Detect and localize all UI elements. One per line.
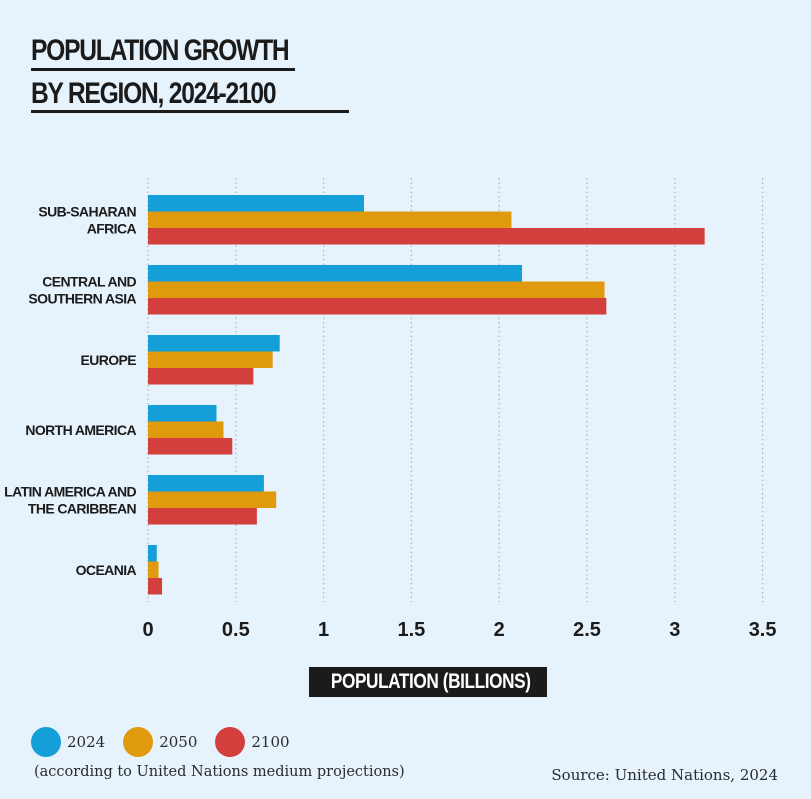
bar-2050 xyxy=(148,561,159,578)
x-tick-label: 1.5 xyxy=(397,619,425,641)
bar-2100 xyxy=(148,368,254,385)
bar-2024 xyxy=(148,545,157,562)
bar-2024 xyxy=(148,195,364,212)
bar-2100 xyxy=(148,228,705,245)
bar-2024 xyxy=(148,335,280,352)
bars xyxy=(148,195,705,595)
bar-2050 xyxy=(148,421,224,438)
legend-label-2024: 2024 xyxy=(67,733,106,751)
legend-item-2024: 2024 xyxy=(31,727,105,757)
bar-2050 xyxy=(148,491,277,508)
title-underline-2 xyxy=(31,110,349,113)
bar-2100 xyxy=(148,578,163,595)
category-label: NORTH AMERICA xyxy=(25,422,136,438)
bar-2050 xyxy=(148,211,512,228)
x-tick-labels: 0 0.5 1 1.5 2 2.5 3 3.5 xyxy=(142,619,776,641)
bar-2050 xyxy=(148,281,605,298)
category-label: OCEANIA xyxy=(76,562,137,578)
category-label: LATIN AMERICA AND xyxy=(4,483,136,499)
bar-2100 xyxy=(148,438,233,455)
chart-title-line-2: BY REGION, 2024-2100 xyxy=(31,77,277,110)
category-label: AFRICA xyxy=(87,220,137,236)
bar-2100 xyxy=(148,298,607,315)
legend-item-2100: 2100 xyxy=(215,727,290,757)
x-tick-label: 3.5 xyxy=(749,619,777,641)
category-label: SUB-SAHARAN xyxy=(38,203,136,219)
legend-swatch-2024 xyxy=(31,727,61,757)
legend-swatch-2050 xyxy=(123,727,154,757)
bar-2100 xyxy=(148,508,257,525)
x-axis-label-text: POPULATION (BILLIONS) xyxy=(330,670,531,693)
gridlines xyxy=(147,178,764,602)
legend-swatch-2100 xyxy=(215,727,246,757)
category-label: EUROPE xyxy=(80,352,136,368)
category-label: SOUTHERN ASIA xyxy=(28,290,136,306)
legend-label-2100: 2100 xyxy=(251,733,290,751)
source-note: Source: United Nations, 2024 xyxy=(551,766,778,784)
category-label: THE CARIBBEAN xyxy=(28,500,137,516)
bar-2050 xyxy=(148,351,273,368)
x-tick-label: 3 xyxy=(669,619,680,641)
chart-title-line-1: POPULATION GROWTH xyxy=(31,34,290,67)
x-tick-label: 2.5 xyxy=(573,619,601,641)
title-underline-1 xyxy=(31,68,295,71)
x-tick-label: 0 xyxy=(142,619,153,641)
x-tick-label: 1 xyxy=(318,619,329,641)
legend: 2024 2050 2100 xyxy=(31,727,308,757)
bar-2024 xyxy=(148,475,264,492)
legend-item-2050: 2050 xyxy=(123,727,197,757)
x-tick-label: 2 xyxy=(494,619,505,641)
projection-note: (according to United Nations medium proj… xyxy=(34,764,405,780)
bar-2024 xyxy=(148,405,217,422)
legend-label-2050: 2050 xyxy=(159,733,198,751)
x-tick-label: 0.5 xyxy=(222,619,250,641)
category-label: CENTRAL AND xyxy=(42,273,136,289)
bar-2024 xyxy=(148,265,523,282)
x-axis-label: POPULATION (BILLIONS) xyxy=(309,667,547,697)
